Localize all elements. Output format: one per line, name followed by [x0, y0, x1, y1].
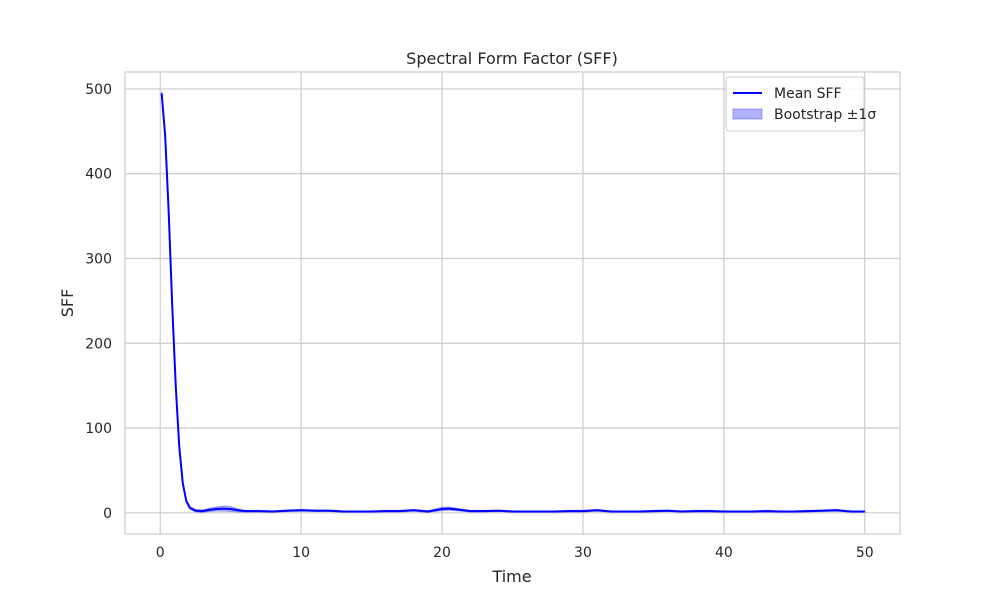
x-tick-label: 0: [156, 545, 165, 561]
mean-line-layer: [160, 93, 865, 513]
plot-frame: [124, 71, 901, 535]
x-tick-label: 10: [292, 545, 310, 561]
x-tick-labels: 0 10 20 30 40 50: [156, 545, 874, 561]
y-tick-label: 100: [85, 421, 112, 437]
x-tick-label: 30: [574, 545, 592, 561]
y-tick-label: 0: [103, 506, 112, 522]
y-tick-label: 400: [85, 167, 112, 183]
x-tick-label: 20: [433, 545, 451, 561]
grid-lines: [125, 72, 900, 534]
x-tick-label: 50: [856, 545, 874, 561]
legend-label-mean: Mean SFF: [774, 86, 842, 102]
y-tick-labels: 0 100 200 300 400 500: [85, 82, 112, 522]
y-tick-label: 200: [85, 336, 112, 352]
legend: Mean SFF Bootstrap ±1σ: [725, 76, 876, 132]
legend-label-bootstrap: Bootstrap ±1σ: [774, 107, 876, 123]
y-axis-label: SFF: [58, 289, 77, 318]
bootstrap-band: [161, 91, 866, 513]
bootstrap-band-layer: [161, 91, 866, 513]
mean-sff-line: [160, 93, 865, 513]
chart-title: Spectral Form Factor (SFF): [406, 49, 618, 68]
x-axis-label: Time: [491, 567, 531, 586]
y-tick-label: 300: [85, 251, 112, 267]
legend-band-swatch: [732, 108, 763, 120]
x-tick-label: 40: [715, 545, 733, 561]
legend-box: [725, 76, 865, 132]
y-tick-label: 500: [85, 82, 112, 98]
